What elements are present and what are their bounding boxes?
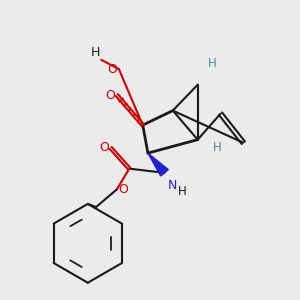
- Text: N: N: [168, 179, 177, 192]
- Polygon shape: [148, 153, 168, 176]
- Text: O: O: [107, 63, 117, 76]
- Text: O: O: [99, 141, 109, 154]
- Text: O: O: [105, 88, 115, 101]
- Text: H: H: [178, 184, 186, 198]
- Text: H: H: [213, 141, 222, 154]
- Text: H: H: [208, 57, 217, 70]
- Text: H: H: [90, 46, 100, 59]
- Text: O: O: [118, 183, 128, 196]
